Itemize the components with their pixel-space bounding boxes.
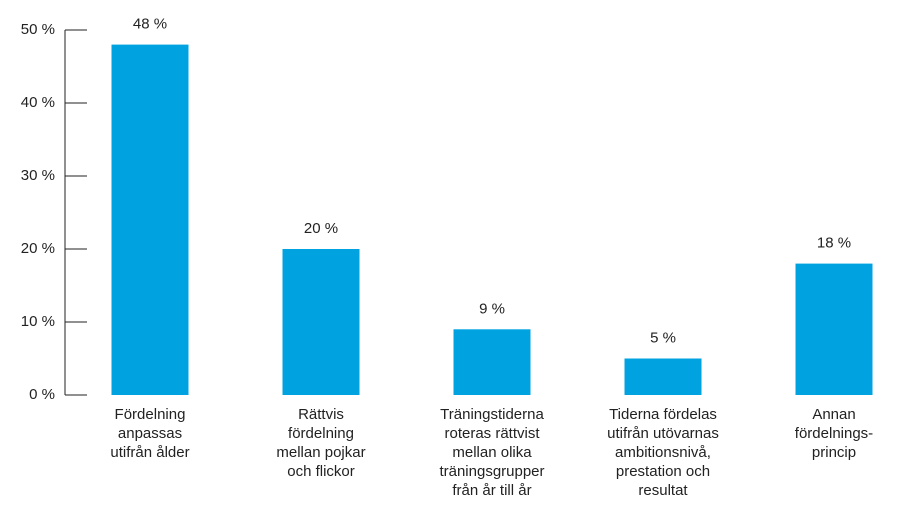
value-label: 5 %	[650, 329, 676, 346]
value-label: 48 %	[133, 16, 167, 33]
x-tick-label: Träningstiderna roteras rättvist mellan …	[439, 406, 545, 499]
bar	[624, 358, 702, 395]
bar	[111, 44, 189, 395]
x-tick-label: Rättvis fördelning mellan pojkar och fli…	[276, 406, 366, 480]
y-tick-label: 40 %	[21, 94, 55, 111]
x-tick-label: Fördelning anpassas utifrån ålder	[110, 406, 190, 461]
y-tick-label: 50 %	[21, 21, 55, 38]
y-tick-label: 20 %	[21, 240, 55, 257]
value-label: 20 %	[304, 220, 338, 237]
bar	[453, 329, 531, 395]
value-label: 18 %	[817, 235, 851, 252]
x-tick-label: Tiderna fördelas utifrån utövarnas ambit…	[607, 406, 719, 499]
y-tick-label: 10 %	[21, 313, 55, 330]
x-tick-label: Annan fördelnings- princip	[794, 406, 874, 461]
bar	[795, 263, 873, 395]
y-tick-label: 0 %	[29, 386, 55, 403]
value-label: 9 %	[479, 300, 505, 317]
y-tick-label: 30 %	[21, 167, 55, 184]
bar	[282, 249, 360, 395]
